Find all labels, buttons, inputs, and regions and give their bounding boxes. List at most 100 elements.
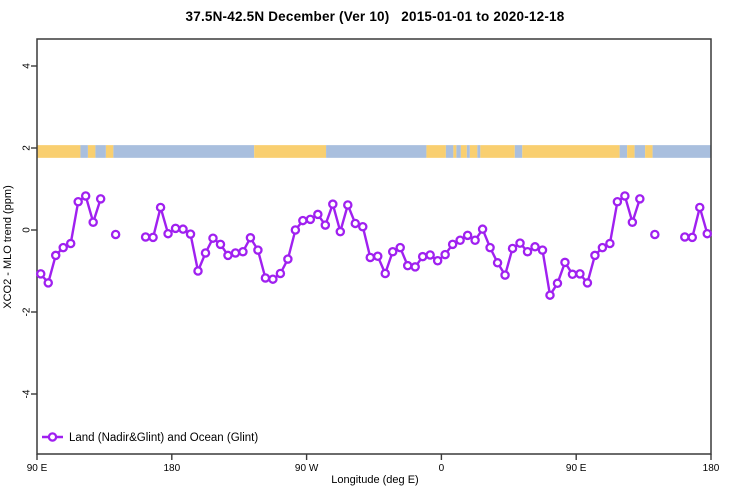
- data-point: [163, 228, 173, 239]
- data-point: [170, 223, 181, 234]
- data-point: [305, 214, 316, 225]
- chart-title: 37.5N-42.5N December (Ver 10) 2015-01-01…: [185, 9, 565, 24]
- data-point: [395, 242, 405, 253]
- land-segment: [480, 145, 515, 158]
- data-point: [507, 243, 518, 254]
- data-point: [35, 269, 46, 279]
- x-axis-label: Longitude (deg E): [331, 474, 419, 486]
- land-segment: [453, 145, 457, 158]
- data-point: [110, 229, 121, 240]
- data-point: [343, 200, 353, 210]
- data-point: [148, 232, 158, 243]
- data-point: [530, 242, 540, 252]
- data-point: [680, 232, 690, 242]
- data-point: [260, 273, 271, 283]
- data-point: [50, 250, 61, 261]
- data-point: [605, 238, 615, 249]
- data-point: [200, 248, 211, 258]
- data-point: [320, 220, 331, 230]
- data-point: [95, 194, 106, 204]
- ocean-segment: [619, 145, 628, 158]
- data-point: [402, 260, 413, 271]
- data-point: [268, 274, 278, 284]
- data-point: [328, 199, 338, 209]
- data-point: [290, 225, 301, 235]
- data-point: [687, 232, 698, 243]
- land-segment: [627, 145, 635, 158]
- ocean-segment: [326, 145, 427, 158]
- data-point: [65, 238, 76, 249]
- data-point: [155, 202, 166, 213]
- data-point: [88, 217, 98, 227]
- data-point: [470, 235, 480, 245]
- data-point: [275, 268, 286, 279]
- data-point: [515, 238, 525, 248]
- land-segment: [105, 145, 114, 158]
- land-segment: [522, 145, 620, 158]
- ocean-segment: [95, 145, 106, 158]
- y-tick-label: 4: [22, 63, 33, 69]
- data-point: [410, 262, 420, 272]
- data-point: [582, 278, 593, 288]
- land-segment: [426, 145, 446, 158]
- data-point: [612, 196, 623, 207]
- ocean-segment: [514, 145, 523, 158]
- land-segment: [37, 145, 81, 158]
- data-point: [462, 230, 473, 241]
- ocean-segment: [80, 145, 88, 158]
- data-point: [140, 232, 151, 242]
- data-point: [440, 249, 450, 260]
- y-axis-label: XCO2 - MLO trend (ppm): [2, 185, 14, 309]
- data-point: [597, 242, 608, 253]
- data-point: [185, 229, 196, 239]
- data-point: [208, 233, 218, 243]
- data-point: [387, 246, 398, 257]
- data-point: [73, 196, 83, 207]
- data-point: [372, 251, 383, 261]
- ocean-segment: [634, 145, 646, 158]
- data-point: [500, 270, 510, 280]
- data-point: [417, 251, 428, 262]
- data-point: [575, 269, 585, 279]
- y-tick-label: 0: [22, 227, 33, 233]
- data-point: [627, 217, 638, 227]
- x-tick-label: 180: [703, 463, 720, 474]
- ocean-segment: [445, 145, 454, 158]
- data-point: [215, 239, 226, 250]
- data-point: [650, 229, 660, 240]
- data-point: [522, 246, 533, 257]
- data-point: [253, 245, 263, 255]
- data-point: [358, 221, 368, 232]
- y-tick-label: 2: [22, 145, 33, 151]
- plot-frame: [36, 38, 712, 455]
- x-tick-label: 90 W: [295, 463, 319, 474]
- data-point: [43, 278, 53, 288]
- land-segment: [469, 145, 478, 158]
- ocean-segment: [456, 145, 461, 158]
- data-point: [313, 209, 323, 220]
- data-point: [230, 248, 241, 258]
- data-point: [492, 258, 503, 268]
- data-point: [447, 239, 458, 250]
- data-point: [365, 252, 376, 263]
- data-point: [245, 233, 256, 243]
- data-point: [178, 224, 188, 234]
- data-point: [552, 278, 563, 289]
- data-point: [560, 257, 570, 268]
- data-point: [567, 269, 578, 280]
- data-point: [432, 255, 443, 266]
- data-point: [283, 254, 293, 264]
- data-point: [477, 224, 488, 234]
- land-segment: [87, 145, 96, 158]
- data-point: [635, 194, 645, 204]
- data-point: [193, 266, 203, 276]
- land-segment: [645, 145, 653, 158]
- data-point: [695, 202, 705, 213]
- data-point: [80, 191, 91, 201]
- data-point: [537, 245, 548, 255]
- legend-label: Land (Nadir&Glint) and Ocean (Glint): [69, 432, 258, 444]
- data-point: [380, 268, 390, 279]
- data-point: [590, 250, 600, 261]
